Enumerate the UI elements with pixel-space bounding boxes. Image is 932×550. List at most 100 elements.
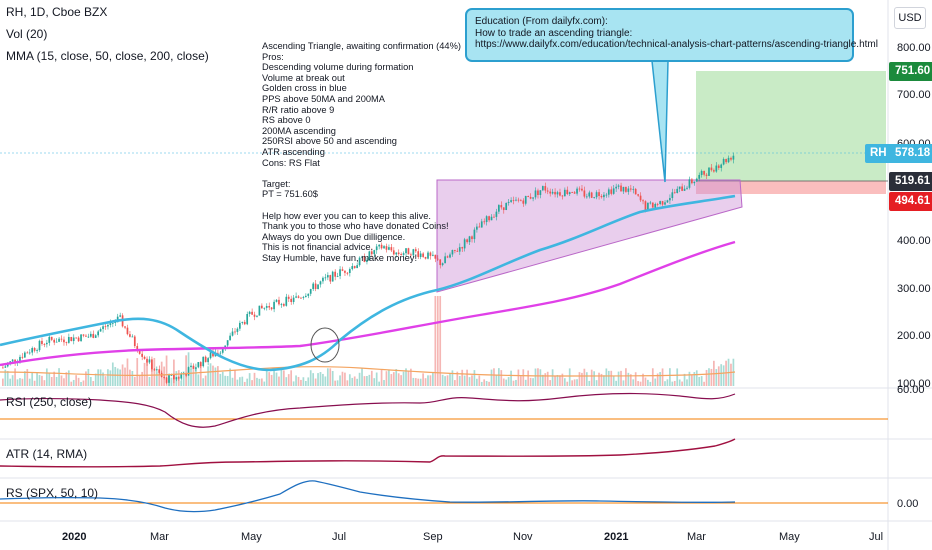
candle-body xyxy=(603,194,605,198)
volume-bar xyxy=(295,375,297,386)
volume-bar xyxy=(99,369,102,386)
candle-body xyxy=(620,185,622,192)
volume-bar xyxy=(539,369,542,386)
volume-bar xyxy=(43,380,46,386)
candle-body xyxy=(124,326,126,328)
volume-bar xyxy=(422,373,424,386)
volume-bar xyxy=(698,376,701,386)
candle-body xyxy=(85,335,87,337)
volume-bar xyxy=(473,370,476,386)
candle-body xyxy=(153,369,156,371)
candle-body xyxy=(11,359,14,362)
candle-body xyxy=(600,195,603,198)
candle-body xyxy=(598,192,600,196)
candle-body xyxy=(388,247,390,250)
candle-body xyxy=(456,250,459,252)
candle-body xyxy=(400,254,402,255)
candle-body xyxy=(451,249,454,255)
volume-bar xyxy=(598,372,600,386)
candle-body xyxy=(231,331,234,336)
volume-bar xyxy=(94,373,97,386)
volume-bar xyxy=(458,375,461,386)
candle-body xyxy=(133,336,136,347)
volume-bar xyxy=(45,368,48,386)
candle-body xyxy=(647,202,649,211)
candle-body xyxy=(673,192,676,194)
candle-body xyxy=(578,188,581,190)
volume-bar xyxy=(312,373,315,386)
volume-bar xyxy=(133,376,136,386)
candle-body xyxy=(669,198,671,201)
volume-bar xyxy=(104,376,107,386)
rsi-legend[interactable]: RSI (250, close) xyxy=(6,395,93,409)
volume-bar xyxy=(588,380,591,386)
volume-bar xyxy=(67,370,70,386)
ma50-line xyxy=(0,194,736,372)
volume-legend[interactable]: Vol (20) xyxy=(6,27,48,41)
mma-legend[interactable]: MMA (15, close, 50, close, 200, close) xyxy=(6,49,209,63)
candle-body xyxy=(31,347,34,353)
volume-bar xyxy=(107,369,109,386)
candle-body xyxy=(104,326,107,328)
volume-bar xyxy=(480,381,483,386)
volume-bar xyxy=(197,374,200,386)
candle-body xyxy=(688,179,691,188)
candle-body xyxy=(334,271,337,277)
volume-bar xyxy=(231,377,234,386)
callout-link[interactable]: https://www.dailyfx.com/education/techni… xyxy=(475,39,878,50)
candle-body xyxy=(36,350,38,351)
candle-body xyxy=(651,202,654,208)
candle-body xyxy=(190,365,192,368)
candle-body xyxy=(148,359,151,363)
volume-bar xyxy=(568,368,571,386)
volume-bar xyxy=(488,381,490,386)
rs-legend[interactable]: RS (SPX, 50, 10) xyxy=(6,486,99,500)
volume-bar xyxy=(541,374,544,386)
volume-bar xyxy=(593,371,595,386)
candle-body xyxy=(358,257,361,266)
candle-body xyxy=(644,201,647,211)
volume-bar xyxy=(109,370,112,386)
volume-bar xyxy=(19,378,21,386)
volume-bar xyxy=(527,370,530,386)
volume-bar xyxy=(148,377,151,386)
price-tick: 300.00 xyxy=(897,283,931,295)
candle-body xyxy=(395,252,398,255)
volume-bar xyxy=(669,368,671,386)
volume-bar xyxy=(505,379,508,386)
currency-button[interactable]: USD xyxy=(894,7,926,29)
atr-legend[interactable]: ATR (14, RMA) xyxy=(6,447,88,461)
volume-bar xyxy=(507,377,510,386)
volume-bar xyxy=(265,368,268,386)
volume-bar xyxy=(280,368,283,386)
candle-body xyxy=(476,226,478,230)
volume-bar xyxy=(485,381,488,386)
candle-body xyxy=(414,249,417,252)
candle-body xyxy=(129,334,131,337)
candle-body xyxy=(380,244,383,249)
volume-bar xyxy=(190,368,192,386)
candle-body xyxy=(48,336,51,343)
candle-body xyxy=(705,174,708,176)
volume-bar xyxy=(339,375,341,386)
volume-bar xyxy=(605,368,608,386)
symbol-legend[interactable]: RH, 1D, Cboe BZX xyxy=(6,5,108,19)
volume-bar xyxy=(444,376,446,386)
volume-bar xyxy=(268,372,271,386)
candle-body xyxy=(566,189,569,194)
candle-body xyxy=(19,356,21,362)
candle-body xyxy=(720,164,723,168)
volume-bar xyxy=(351,377,354,386)
candle-body xyxy=(204,356,207,363)
volume-bar xyxy=(607,370,610,386)
candle-body xyxy=(38,340,41,351)
volume-bar xyxy=(637,381,639,386)
education-callout[interactable]: Education (From dailyfx.com): How to tra… xyxy=(465,8,878,62)
volume-bar xyxy=(260,378,263,386)
candle-body xyxy=(483,221,486,223)
volume-bar xyxy=(153,357,156,386)
volume-bar xyxy=(375,372,378,386)
candle-body xyxy=(617,185,620,187)
candle-body xyxy=(700,170,703,175)
